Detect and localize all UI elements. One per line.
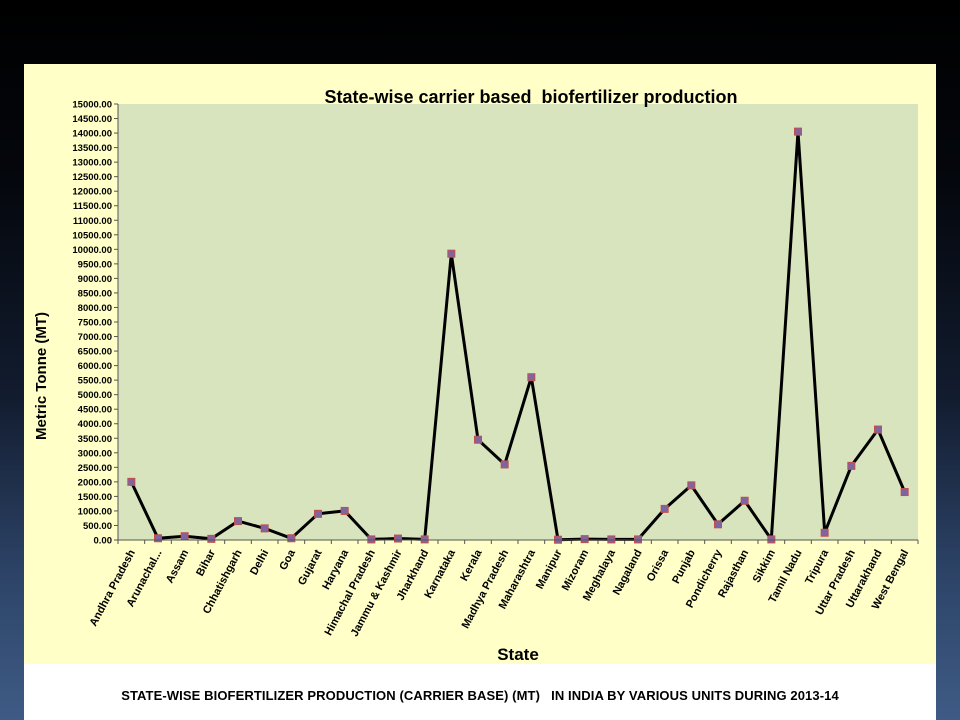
y-tick-label: 11500.00	[73, 201, 112, 212]
y-tick-label: 6000.00	[78, 361, 112, 372]
x-tick-label: Gujarat	[296, 547, 325, 587]
data-point-marker	[367, 535, 376, 544]
data-point-marker	[474, 435, 482, 444]
data-point-marker	[234, 517, 242, 526]
y-tick-label: 3000.00	[78, 448, 112, 459]
data-point-marker	[207, 534, 216, 543]
y-tick-label: 14500.00	[72, 114, 112, 125]
y-tick-label: 1500.00	[78, 492, 112, 503]
chart-title: State-wise carrier based biofertilizer p…	[324, 87, 737, 107]
x-tick-label: Tripura	[803, 547, 832, 586]
y-tick-label: 12000.00	[72, 187, 112, 198]
y-tick-label: 500.00	[83, 521, 112, 532]
data-point-marker	[900, 488, 909, 497]
series-group	[127, 127, 909, 544]
y-tick-label: 2500.00	[78, 463, 112, 474]
data-point-marker	[607, 535, 616, 544]
data-point-marker	[340, 506, 349, 515]
x-tick-label: Sikkim	[751, 548, 778, 585]
slide-caption: STATE-WISE BIOFERTILIZER PRODUCTION (CAR…	[121, 688, 839, 703]
data-point-marker	[687, 481, 696, 490]
y-tick-label: 3500.00	[78, 434, 112, 445]
data-point-marker	[180, 532, 189, 541]
x-tick-label: Delhi	[248, 548, 271, 577]
data-point-marker	[820, 528, 829, 537]
y-tick-label: 0.00	[94, 536, 113, 547]
y-tick-label: 7500.00	[78, 318, 112, 329]
data-point-marker	[154, 534, 162, 543]
caption-panel: STATE-WISE BIOFERTILIZER PRODUCTION (CAR…	[24, 664, 936, 720]
x-tick-label: Bihar	[194, 547, 218, 578]
y-tick-label: 10500.00	[72, 230, 112, 241]
y-tick-label: 2000.00	[78, 477, 112, 488]
x-axis-title: State	[497, 645, 539, 664]
series-line	[129, 130, 907, 542]
y-tick-label: 8000.00	[78, 303, 112, 314]
y-tick-label: 13500.00	[72, 143, 112, 154]
y-tick-label: 15000.00	[72, 100, 112, 111]
y-tick-label: 7000.00	[78, 332, 112, 343]
y-axis-ticks: 0.00 500.00 1000.00 1500.00 2000.00 2500.00 30…	[72, 100, 118, 547]
data-point-marker	[634, 535, 642, 544]
data-point-marker	[527, 373, 536, 382]
plot-area	[118, 104, 918, 540]
y-tick-label: 8500.00	[78, 288, 112, 299]
y-tick-label: 5000.00	[78, 390, 112, 401]
data-point-marker	[127, 477, 136, 486]
data-point-marker	[794, 127, 802, 136]
data-point-marker	[314, 509, 322, 518]
y-tick-label: 10000.00	[72, 245, 112, 256]
data-point-marker	[580, 535, 589, 544]
data-point-marker	[874, 425, 882, 434]
data-point-marker	[714, 520, 722, 529]
data-point-marker	[660, 504, 669, 513]
y-tick-label: 9500.00	[78, 259, 112, 270]
y-tick-label: 4000.00	[78, 419, 112, 430]
data-point-marker	[447, 249, 456, 258]
data-point-marker	[847, 461, 856, 470]
data-point-marker	[767, 535, 776, 544]
y-tick-label: 4500.00	[78, 405, 112, 416]
data-point-marker	[394, 534, 402, 543]
y-tick-label: 6500.00	[78, 347, 112, 358]
y-tick-label: 5500.00	[78, 376, 112, 387]
data-point-marker	[740, 496, 749, 505]
x-tick-label: Assam	[164, 548, 192, 586]
y-tick-label: 12500.00	[72, 172, 112, 183]
x-tick-label: Punjab	[670, 548, 698, 586]
x-tick-label: Andhra Pradesh	[87, 548, 138, 629]
y-axis-title: Metric Tonne (MT)	[33, 312, 50, 440]
data-point-marker	[420, 535, 429, 544]
x-tick-label: Kerala	[458, 547, 485, 583]
data-point-marker	[287, 534, 296, 543]
data-point-marker	[500, 460, 509, 469]
y-tick-label: 11000.00	[73, 216, 112, 227]
data-point-marker	[260, 524, 269, 533]
y-tick-label: 9000.00	[78, 274, 112, 285]
x-tick-label: Goa	[277, 547, 298, 572]
x-tick-label: Orissa	[645, 547, 672, 584]
y-tick-label: 14000.00	[72, 129, 112, 140]
y-tick-label: 1000.00	[78, 506, 112, 517]
y-tick-label: 13000.00	[72, 158, 112, 169]
